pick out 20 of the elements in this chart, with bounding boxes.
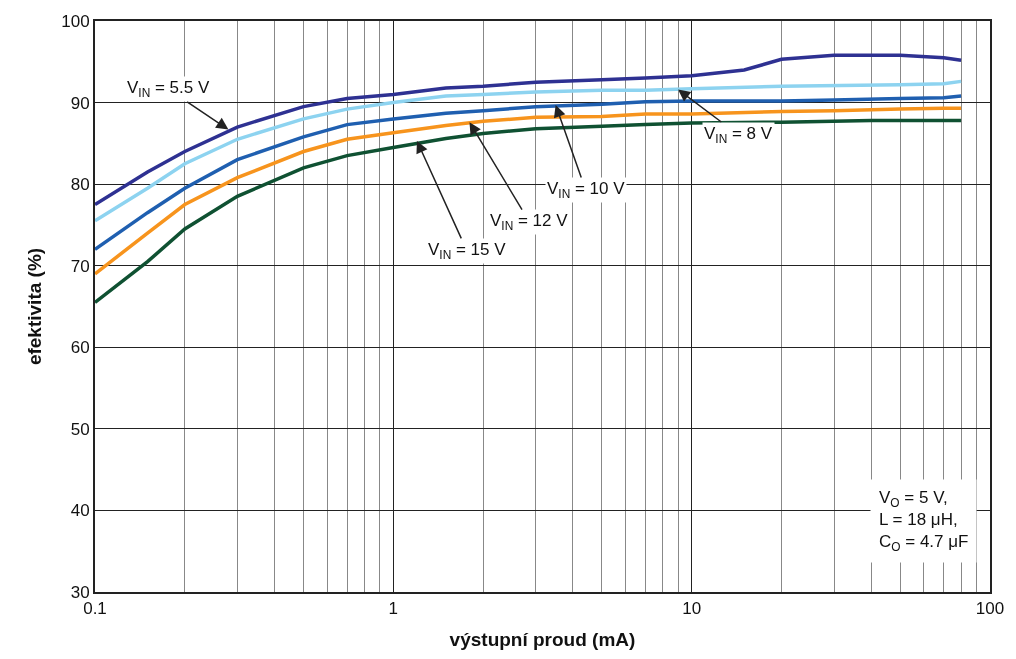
y-tick-label: 80: [70, 175, 90, 195]
annotation: V$_{IN}$ = 15 V: [428, 240, 507, 262]
y-tick-label: 50: [70, 419, 90, 439]
y-axis-title: efektivita (%): [23, 247, 45, 366]
annotation: V$_{IN}$ = 5.5 V: [127, 78, 210, 100]
x-axis-title: výstupní proud (mA): [449, 628, 636, 650]
annotation: V$_{IN}$ = 10 V: [547, 179, 626, 201]
y-tick-label: 60: [70, 338, 90, 358]
x-tick-label: 0.1: [83, 599, 107, 619]
y-tick-label: 30: [70, 582, 90, 602]
annotation: V$_{IN}$ = 12 V: [490, 211, 569, 233]
x-tick-label: 100: [975, 599, 1005, 619]
y-tick-label: 70: [70, 256, 90, 276]
annotation: V$_{O}$ = 5 V, L = 18 μH, C$_{O}$ = 4.7 μF: [879, 488, 969, 554]
x-tick-label: 10: [682, 599, 702, 619]
x-tick-label: 1: [388, 599, 399, 619]
annotation: V$_{IN}$ = 8 V: [704, 124, 773, 146]
y-tick-label: 90: [70, 93, 90, 113]
y-tick-label: 100: [61, 11, 90, 31]
y-tick-label: 40: [70, 501, 90, 521]
